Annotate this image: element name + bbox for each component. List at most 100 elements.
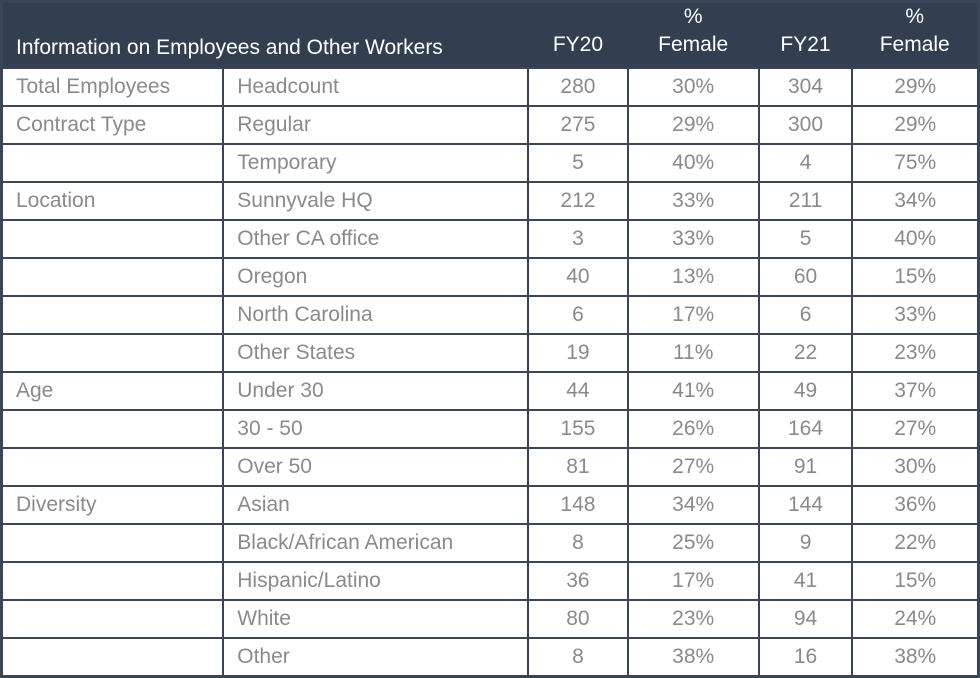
cell-fy20-pct-female: 33% xyxy=(626,218,760,259)
cell-fy21: 6 xyxy=(757,294,854,336)
cell-label: Other CA office xyxy=(222,218,530,259)
cell-category xyxy=(0,333,225,374)
table-row: Other CA office 3 33% 5 40% xyxy=(0,218,980,259)
cell-category xyxy=(0,599,225,640)
cell-label: Over 50 xyxy=(222,447,530,488)
cell-fy20-pct-female: 29% xyxy=(626,104,760,145)
cell-fy20: 280 xyxy=(527,66,629,107)
cell-fy21-pct-female: 29% xyxy=(851,66,980,107)
cell-fy20-pct-female: 17% xyxy=(626,561,760,602)
cell-fy20: 148 xyxy=(527,485,629,526)
cell-fy20: 81 xyxy=(527,447,629,488)
table-row: Hispanic/Latino 36 17% 41 15% xyxy=(0,561,980,602)
table-row: Diversity Asian 148 34% 144 36% xyxy=(0,485,980,526)
cell-fy21: 144 xyxy=(757,485,854,526)
table-row: White 80 23% 94 24% xyxy=(0,599,980,640)
cell-label: Under 30 xyxy=(222,371,530,412)
cell-fy20-pct-female: 23% xyxy=(626,599,760,640)
cell-fy21: 211 xyxy=(757,180,854,221)
header-col-pct-female-fy20: % Female xyxy=(627,1,759,68)
cell-fy21: 5 xyxy=(757,218,854,259)
cell-fy20-pct-female: 26% xyxy=(626,409,760,450)
cell-fy20-pct-female: 25% xyxy=(626,523,760,564)
cell-label: Headcount xyxy=(222,66,530,107)
cell-fy21-pct-female: 36% xyxy=(851,485,980,526)
table-row: Contract Type Regular 275 29% 300 29% xyxy=(0,104,980,145)
cell-category: Age xyxy=(0,371,225,412)
cell-fy20: 5 xyxy=(527,142,629,183)
cell-fy20-pct-female: 40% xyxy=(626,142,760,183)
cell-fy21: 164 xyxy=(757,409,854,450)
cell-fy20: 8 xyxy=(527,523,629,564)
cell-fy21-pct-female: 30% xyxy=(851,447,980,488)
cell-fy21-pct-female: 40% xyxy=(851,218,980,259)
table-row: 30 - 50 155 26% 164 27% xyxy=(0,409,980,450)
cell-fy20-pct-female: 27% xyxy=(626,447,760,488)
cell-category xyxy=(0,409,225,450)
table-row: Other States 19 11% 22 23% xyxy=(0,333,980,374)
table-body: Total Employees Headcount 280 30% 304 29… xyxy=(0,66,980,678)
cell-label: 30 - 50 xyxy=(222,409,530,450)
cell-category: Location xyxy=(0,180,225,221)
cell-fy21-pct-female: 24% xyxy=(851,599,980,640)
cell-fy20: 80 xyxy=(527,599,629,640)
cell-category xyxy=(0,637,225,678)
cell-fy20: 155 xyxy=(527,409,629,450)
cell-fy21: 22 xyxy=(757,333,854,374)
cell-fy20: 19 xyxy=(527,333,629,374)
cell-category xyxy=(0,561,225,602)
cell-fy21: 49 xyxy=(757,371,854,412)
cell-fy21-pct-female: 75% xyxy=(851,142,980,183)
cell-label: Regular xyxy=(222,104,530,145)
cell-fy21: 9 xyxy=(757,523,854,564)
cell-fy20: 36 xyxy=(527,561,629,602)
cell-fy21-pct-female: 33% xyxy=(851,294,980,336)
table-row: Other 8 38% 16 38% xyxy=(0,637,980,678)
cell-label: Hispanic/Latino xyxy=(222,561,530,602)
cell-fy20-pct-female: 41% xyxy=(626,371,760,412)
table-row: Over 50 81 27% 91 30% xyxy=(0,447,980,488)
cell-category xyxy=(0,294,225,336)
cell-category: Diversity xyxy=(0,485,225,526)
header-col-pct-female-fy21: % Female xyxy=(852,1,979,68)
table-header-row: Information on Employees and Other Worke… xyxy=(1,1,979,68)
cell-fy21: 41 xyxy=(757,561,854,602)
cell-fy21-pct-female: 38% xyxy=(851,637,980,678)
cell-fy21-pct-female: 29% xyxy=(851,104,980,145)
cell-fy20: 3 xyxy=(527,218,629,259)
cell-label: Oregon xyxy=(222,256,530,297)
table-row: Oregon 40 13% 60 15% xyxy=(0,256,980,297)
cell-label: Black/African American xyxy=(222,523,530,564)
table-title: Information on Employees and Other Worke… xyxy=(1,1,529,68)
table-header: Information on Employees and Other Worke… xyxy=(1,1,979,68)
cell-fy21-pct-female: 23% xyxy=(851,333,980,374)
cell-label: Asian xyxy=(222,485,530,526)
cell-fy21: 4 xyxy=(757,142,854,183)
table-row: Black/African American 8 25% 9 22% xyxy=(0,523,980,564)
cell-fy21: 16 xyxy=(757,637,854,678)
cell-fy20-pct-female: 38% xyxy=(626,637,760,678)
cell-fy20: 44 xyxy=(527,371,629,412)
cell-fy21-pct-female: 15% xyxy=(851,561,980,602)
header-col-fy21: FY21 xyxy=(758,1,853,68)
cell-label: White xyxy=(222,599,530,640)
table-row: North Carolina 6 17% 6 33% xyxy=(0,294,980,336)
cell-label: Sunnyvale HQ xyxy=(222,180,530,221)
cell-category xyxy=(0,523,225,564)
cell-category xyxy=(0,256,225,297)
header-col-fy20: FY20 xyxy=(528,1,628,68)
cell-fy21-pct-female: 37% xyxy=(851,371,980,412)
cell-label: Other xyxy=(222,637,530,678)
cell-fy20: 275 xyxy=(527,104,629,145)
cell-fy20: 212 xyxy=(527,180,629,221)
cell-fy21: 300 xyxy=(757,104,854,145)
table-row: Age Under 30 44 41% 49 37% xyxy=(0,371,980,412)
table-row: Total Employees Headcount 280 30% 304 29… xyxy=(0,66,980,107)
cell-fy21: 60 xyxy=(757,256,854,297)
cell-fy20-pct-female: 34% xyxy=(626,485,760,526)
cell-fy20-pct-female: 17% xyxy=(626,294,760,336)
cell-label: North Carolina xyxy=(222,294,530,336)
cell-fy20-pct-female: 11% xyxy=(626,333,760,374)
cell-label: Other States xyxy=(222,333,530,374)
cell-fy21: 94 xyxy=(757,599,854,640)
